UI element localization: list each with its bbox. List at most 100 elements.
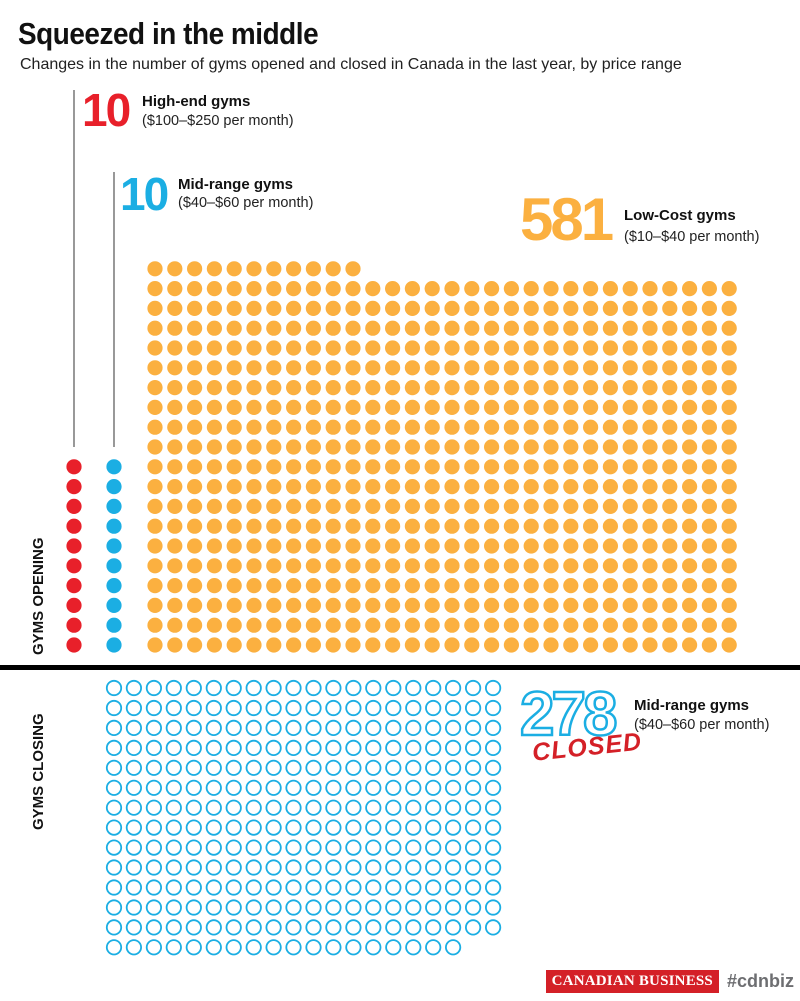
dot-low-cost [642, 300, 658, 316]
dot-low-cost [503, 419, 519, 435]
dot-low-cost [226, 320, 242, 336]
dot-mid-range-closed [385, 799, 402, 816]
low-cost-name: Low-Cost gyms [624, 207, 736, 224]
dot-low-cost [325, 281, 341, 297]
dot-mid-range-closed [245, 919, 262, 936]
dot-low-cost [464, 518, 480, 534]
dot-low-cost [385, 479, 401, 495]
high-end-range: ($100–$250 per month) [142, 113, 294, 129]
dot-mid-range-closed [285, 859, 302, 876]
dot-low-cost [206, 340, 222, 356]
dot-high-end [66, 578, 82, 594]
dot-low-cost [246, 617, 262, 633]
dot-mid-range-closed [185, 819, 202, 836]
dot-mid-range-closed [484, 919, 502, 936]
dot-low-cost [404, 617, 420, 633]
dot-low-cost [682, 479, 698, 495]
dot-low-cost [662, 459, 678, 475]
dot-mid-range-closed [145, 739, 162, 757]
dot-low-cost [602, 300, 619, 316]
dot-low-cost [484, 518, 500, 534]
dot-low-cost [325, 320, 341, 336]
dot-low-cost [404, 479, 420, 495]
dot-low-cost [622, 419, 638, 435]
dot-low-cost [701, 479, 718, 495]
dot-mid-range-closed [185, 859, 202, 876]
dot-low-cost [266, 340, 282, 356]
dot-low-cost [286, 380, 302, 396]
dot-low-cost [464, 419, 480, 435]
dots-low-cost-opening [147, 261, 737, 653]
dot-mid-range-closed [464, 739, 482, 757]
dot-mid-range-closed [205, 879, 222, 896]
dot-low-cost [662, 399, 678, 415]
dot-low-cost [602, 281, 619, 297]
dot-low-cost [385, 538, 401, 554]
dot-high-end [66, 617, 82, 633]
dot-low-cost [147, 558, 163, 574]
dot-mid-range-closed [484, 679, 502, 697]
dot-low-cost [404, 578, 420, 594]
dot-low-cost [206, 439, 222, 455]
dot-low-cost [662, 380, 678, 396]
dot-mid-range-closed [484, 879, 502, 896]
dot-low-cost [701, 637, 718, 653]
dot-mid-range [106, 459, 122, 475]
dot-mid-range-closed [285, 839, 302, 856]
dot-low-cost [266, 558, 282, 574]
dot-low-cost [266, 578, 282, 594]
dot-mid-range [106, 578, 122, 594]
dot-mid-range-closed [125, 799, 142, 816]
dot-low-cost [325, 261, 341, 277]
dot-low-cost [583, 281, 599, 297]
dot-low-cost [365, 597, 381, 614]
dot-low-cost [187, 439, 203, 455]
dot-low-cost [286, 518, 302, 534]
dot-mid-range-closed [385, 919, 402, 936]
dot-low-cost [424, 360, 440, 376]
dot-low-cost [365, 300, 381, 316]
dot-low-cost [602, 419, 619, 435]
dot-low-cost [464, 498, 480, 514]
dot-low-cost [503, 300, 519, 316]
dot-low-cost [404, 300, 420, 316]
dot-low-cost [622, 637, 638, 653]
dot-low-cost [365, 518, 381, 534]
dot-low-cost [444, 597, 460, 614]
dot-low-cost [226, 479, 242, 495]
dot-mid-range-closed [405, 919, 422, 936]
dot-low-cost [444, 439, 460, 455]
dot-low-cost [503, 578, 519, 594]
dot-mid-range-closed [185, 779, 202, 796]
dot-low-cost [602, 597, 619, 614]
dot-mid-range-closed [365, 719, 382, 737]
dot-low-cost [325, 617, 341, 633]
dot-mid-range-closed [484, 779, 502, 796]
dot-low-cost [147, 261, 163, 277]
dot-low-cost [721, 459, 737, 475]
dot-low-cost [523, 578, 539, 594]
dot-low-cost [325, 538, 341, 554]
dot-low-cost [167, 578, 183, 594]
dot-low-cost [523, 518, 539, 534]
dot-low-cost [266, 538, 282, 554]
dot-mid-range-closed [265, 759, 282, 776]
dot-mid-range-closed [325, 699, 342, 717]
dot-mid-range-closed [105, 799, 123, 816]
dot-low-cost [563, 399, 579, 415]
dot-mid-range-closed [165, 799, 182, 816]
dot-mid-range-closed [385, 839, 402, 856]
dot-mid-range-closed [405, 699, 422, 717]
dot-mid-range-closed [385, 899, 402, 916]
dot-low-cost [662, 617, 678, 633]
dot-low-cost [325, 419, 341, 435]
dot-mid-range-closed [345, 879, 362, 896]
dot-mid-range-closed [145, 819, 162, 836]
dot-low-cost [503, 479, 519, 495]
dot-low-cost [642, 498, 658, 514]
dot-low-cost [682, 518, 698, 534]
dot-low-cost [642, 320, 658, 336]
dot-low-cost [622, 399, 638, 415]
dot-low-cost [266, 320, 282, 336]
dot-low-cost [503, 459, 519, 475]
